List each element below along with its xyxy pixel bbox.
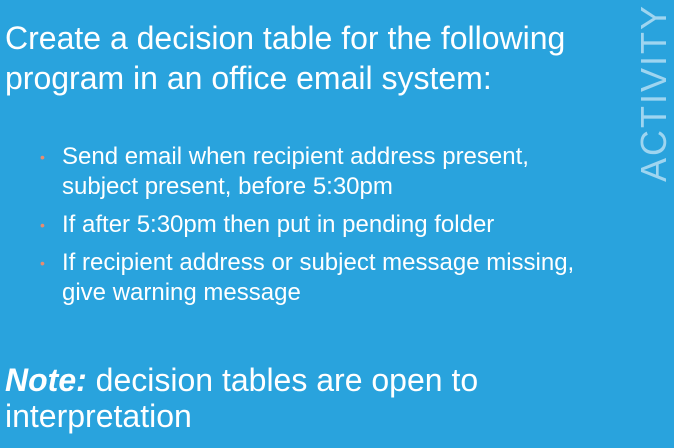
bullet-text: Send email when recipient address presen… xyxy=(62,143,529,200)
bullet-dot-icon: • xyxy=(40,149,45,165)
note-text: Note: decision tables are open to interp… xyxy=(5,362,605,434)
bullet-list: • Send email when recipient address pres… xyxy=(40,142,600,316)
bullet-dot-icon: • xyxy=(40,255,45,271)
activity-side-label: ACTIVITY xyxy=(633,3,674,182)
slide-main-text: Create a decision table for the followin… xyxy=(5,20,566,96)
note-body: decision tables are open to interpretati… xyxy=(5,362,479,434)
bullet-text: If recipient address or subject message … xyxy=(62,249,575,306)
bullet-text: If after 5:30pm then put in pending fold… xyxy=(62,211,495,238)
bullet-item: • If after 5:30pm then put in pending fo… xyxy=(40,210,600,240)
note-label: Note: xyxy=(5,362,87,398)
bullet-dot-icon: • xyxy=(40,217,45,233)
bullet-item: • If recipient address or subject messag… xyxy=(40,248,600,308)
bullet-item: • Send email when recipient address pres… xyxy=(40,142,600,202)
